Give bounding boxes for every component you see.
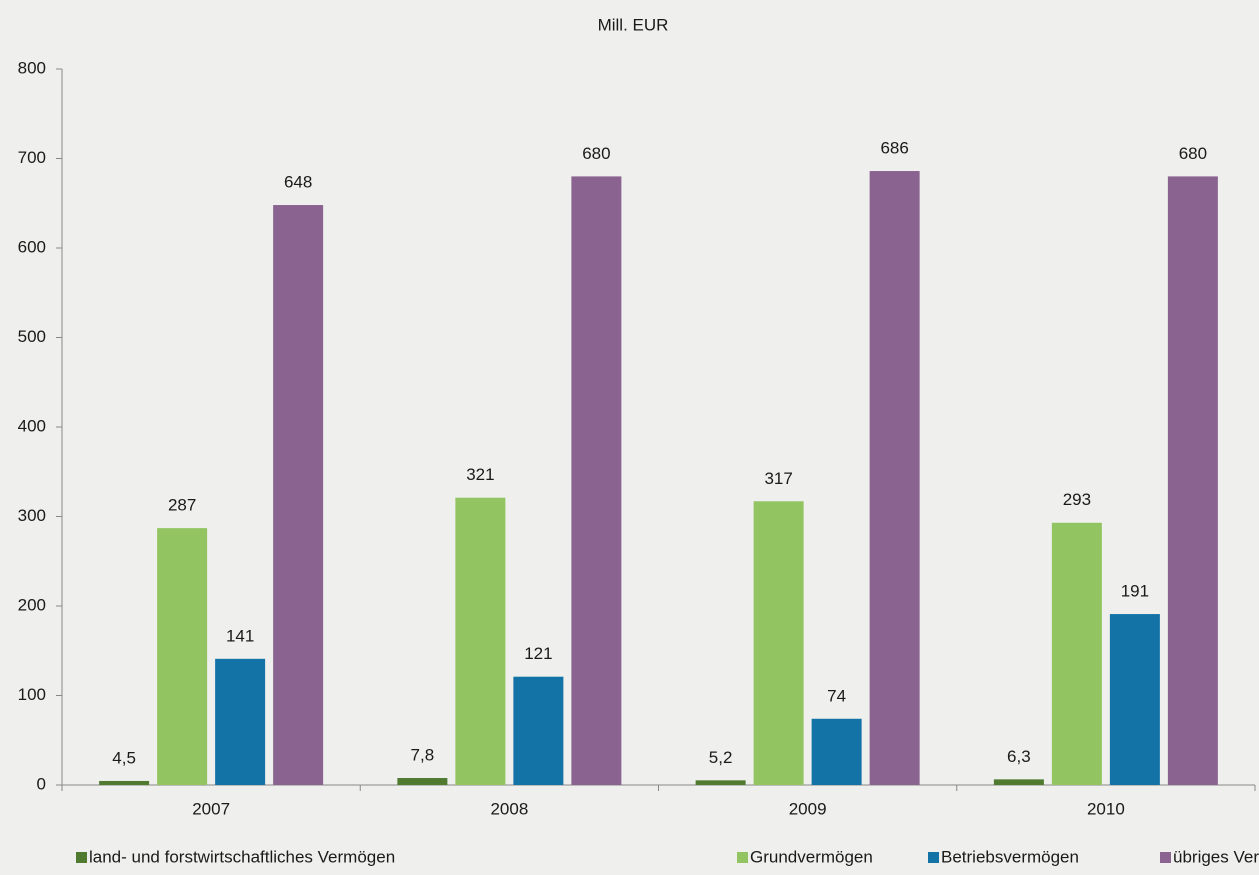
bar <box>215 658 266 785</box>
bar <box>993 779 1044 785</box>
data-label: 321 <box>466 465 494 484</box>
bar <box>397 778 448 785</box>
data-label: 287 <box>168 496 196 515</box>
legend-label: Grundvermögen <box>750 847 873 866</box>
legend-label: übriges Vermögen <box>1173 847 1259 866</box>
legend-swatch <box>737 852 748 863</box>
y-tick-label: 700 <box>18 148 46 167</box>
y-tick-label: 300 <box>18 506 46 525</box>
data-label: 293 <box>1063 490 1091 509</box>
y-tick-label: 200 <box>18 595 46 614</box>
y-tick-label: 0 <box>37 774 46 793</box>
bar <box>753 501 804 785</box>
y-tick-label: 100 <box>18 685 46 704</box>
legend-swatch <box>928 852 939 863</box>
bar <box>513 676 564 785</box>
legend-label: land- und forstwirtschaftliches Vermögen <box>89 847 395 866</box>
y-tick-label: 400 <box>18 416 46 435</box>
data-label: 680 <box>1179 144 1207 163</box>
bar <box>811 718 862 785</box>
bar <box>1167 176 1218 785</box>
bar <box>273 205 324 786</box>
bar <box>869 171 920 785</box>
legend-swatch <box>76 852 87 863</box>
data-label: 648 <box>284 173 312 192</box>
bar <box>99 780 150 785</box>
bar <box>1109 614 1160 785</box>
bar <box>695 780 746 785</box>
y-tick-label: 600 <box>18 237 46 256</box>
x-tick-label: 2008 <box>490 799 528 818</box>
data-label: 686 <box>880 139 908 158</box>
y-tick-label: 800 <box>18 58 46 77</box>
data-label: 191 <box>1121 582 1149 601</box>
chart-title: Mill. EUR <box>598 15 669 34</box>
legend-swatch <box>1160 852 1171 863</box>
data-label: 7,8 <box>411 746 435 765</box>
legend-label: Betriebsvermögen <box>941 847 1079 866</box>
data-label: 5,2 <box>709 748 733 767</box>
data-label: 141 <box>226 626 254 645</box>
bar <box>455 497 506 785</box>
data-label: 317 <box>764 469 792 488</box>
data-label: 680 <box>582 144 610 163</box>
data-label: 6,3 <box>1007 747 1031 766</box>
x-tick-label: 2010 <box>1087 799 1125 818</box>
bar <box>157 528 208 785</box>
data-label: 121 <box>524 644 552 663</box>
bar <box>1051 522 1102 785</box>
x-tick-label: 2009 <box>789 799 827 818</box>
data-label: 74 <box>827 686 846 705</box>
y-tick-label: 500 <box>18 327 46 346</box>
data-label: 4,5 <box>112 748 136 767</box>
bar <box>571 176 622 785</box>
x-tick-label: 2007 <box>192 799 230 818</box>
